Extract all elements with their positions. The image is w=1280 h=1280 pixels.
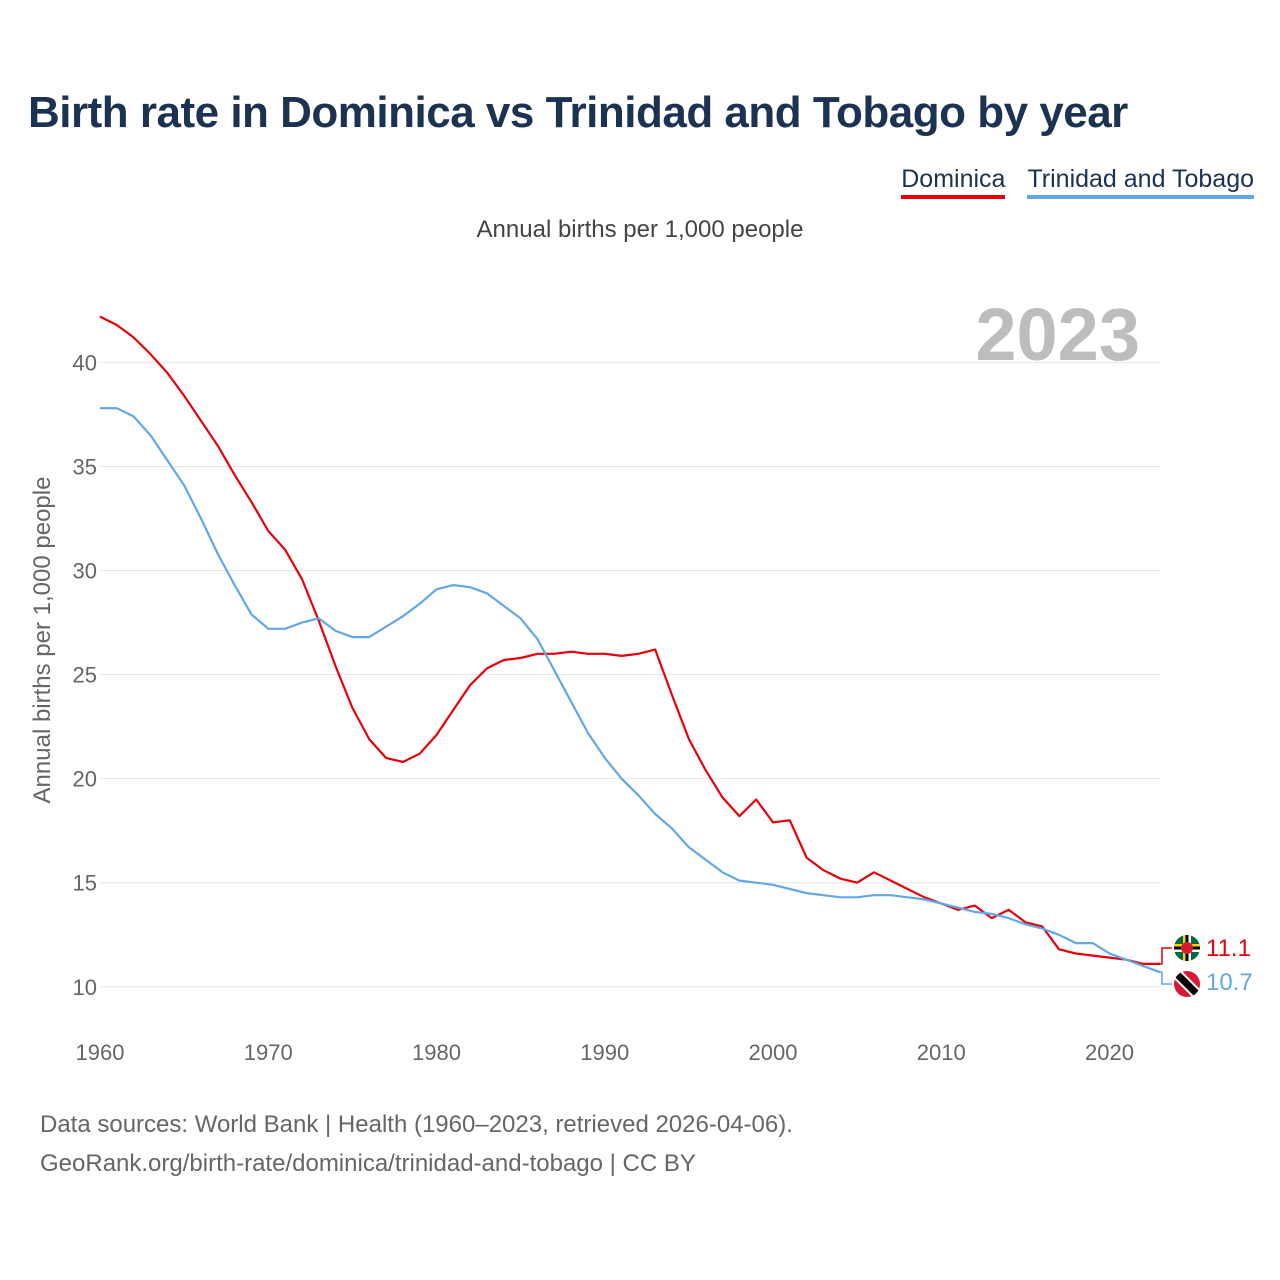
chart-subtitle: Annual births per 1,000 people — [476, 216, 804, 243]
y-tick-label: 15 — [73, 871, 97, 896]
y-tick-label: 35 — [73, 454, 97, 479]
x-tick-label: 1960 — [76, 1040, 125, 1065]
dominica-end-value: 11.1 — [1206, 935, 1251, 962]
y-tick-label: 25 — [73, 663, 97, 688]
dominica-flag-icon — [1174, 935, 1200, 961]
y-tick-label: 40 — [73, 350, 97, 375]
y-tick-label: 30 — [73, 559, 97, 584]
dominica-connector — [1160, 947, 1172, 965]
x-tick-label: 1970 — [244, 1040, 293, 1065]
data-source-text: Data sources: World Bank | Health (1960–… — [40, 1111, 793, 1138]
x-axis-ticks: 1960 1970 1980 1990 2000 2010 2020 — [76, 1040, 1134, 1065]
x-tick-label: 2000 — [749, 1040, 798, 1065]
y-tick-label: 10 — [73, 975, 97, 1000]
trinidad-and-tobago-connector — [1160, 971, 1172, 985]
y-axis-ticks: 10 15 20 25 30 35 40 — [73, 350, 97, 999]
trinidad-and-tobago-flag-icon — [1174, 971, 1200, 997]
source-url-link[interactable]: GeoRank.org/birth-rate/dominica/trinidad… — [40, 1150, 696, 1177]
x-tick-label: 2010 — [917, 1040, 966, 1065]
footer: Data sources: World Bank | Health (1960–… — [40, 1105, 793, 1183]
trinidad-and-tobago-end-value: 10.7 — [1206, 969, 1253, 996]
x-tick-label: 1980 — [412, 1040, 461, 1065]
line-chart: 10 15 20 25 30 35 40 1960 1970 1980 1990 2000 2010 2… — [29, 293, 1253, 1065]
series-lines — [99, 315, 1161, 974]
year-label: 2023 — [975, 293, 1140, 376]
series-line-trinidad-and-tobago — [100, 407, 1161, 974]
grid-lines — [100, 361, 1160, 988]
end-markers — [1160, 935, 1200, 997]
legend: Dominica Trinidad and Tobago — [901, 165, 1254, 199]
chart-title: Birth rate in Dominica vs Trinidad and T… — [28, 88, 1128, 137]
x-tick-label: 1990 — [580, 1040, 629, 1065]
legend-item-trinidad-and-tobago[interactable]: Trinidad and Tobago — [1027, 165, 1254, 199]
legend-item-dominica[interactable]: Dominica — [901, 165, 1006, 199]
series-line-dominica — [99, 315, 1160, 966]
y-axis-label: Annual births per 1,000 people — [29, 477, 56, 804]
x-tick-label: 2020 — [1085, 1040, 1134, 1065]
y-tick-label: 20 — [73, 767, 97, 792]
